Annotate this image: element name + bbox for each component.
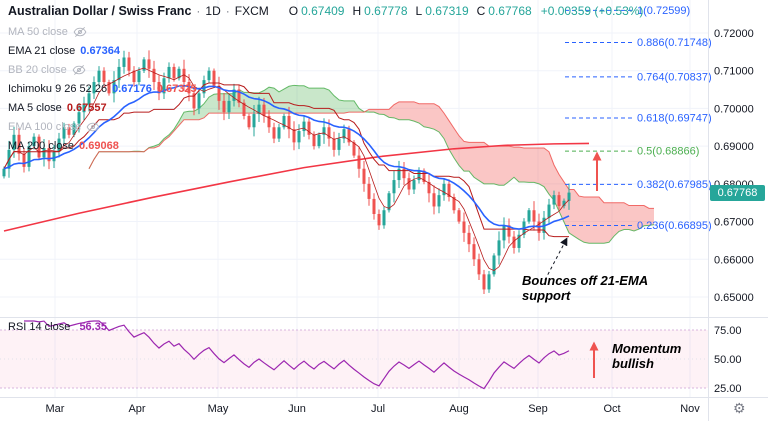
support-pointer-arrow[interactable] bbox=[544, 237, 568, 281]
legend-value: 0.67364 bbox=[80, 44, 121, 57]
high-label: H bbox=[352, 4, 362, 18]
fib-level-label: 0.382(0.67985) bbox=[637, 179, 712, 191]
momentum-annotation-line2: bullish bbox=[612, 355, 654, 371]
time-axis-label: Nov bbox=[680, 403, 700, 415]
legend-value: 0.67557 bbox=[66, 101, 107, 114]
legend-value: 0.67325 bbox=[156, 82, 197, 95]
exchange-label: FXCM bbox=[234, 4, 269, 18]
support-annotation-line1: Bounces off 21-EMA bbox=[522, 273, 649, 288]
time-axis-label: Oct bbox=[603, 403, 620, 415]
last-price-badge: 0.67768 bbox=[710, 184, 765, 201]
price-change: +0.00359 (+0.53%) bbox=[540, 4, 644, 18]
price-axis-label: 0.67000 bbox=[714, 217, 754, 229]
legend-row[interactable]: Ichimoku 9 26 52 26 0.67176 0.67325 bbox=[8, 79, 197, 98]
indicator-legend: MA 50 close EMA 21 close 0.67364 BB 20 clos… bbox=[8, 22, 197, 155]
rsi-axis-label: 75.00 bbox=[714, 325, 742, 337]
fib-level-label: 0.618(0.69747) bbox=[637, 112, 712, 124]
rsi-legend-label: RSI 14 close bbox=[8, 321, 71, 333]
low-label: L bbox=[415, 4, 423, 18]
time-axis-label: Jun bbox=[288, 403, 306, 415]
price-axis-label: 0.69000 bbox=[714, 141, 754, 153]
legend-label: EMA 100 close bbox=[8, 120, 82, 133]
legend-row[interactable]: EMA 100 close bbox=[8, 117, 197, 136]
time-axis-label: Jul bbox=[371, 403, 385, 415]
eye-off-icon[interactable] bbox=[72, 63, 86, 77]
eye-off-icon[interactable] bbox=[73, 25, 87, 39]
ma5-line bbox=[3, 67, 570, 272]
rsi-band bbox=[0, 329, 708, 389]
price-axis-label: 0.71000 bbox=[714, 66, 754, 78]
timeframe-selector[interactable]: 1D bbox=[205, 4, 221, 18]
open-value: 0.67409 bbox=[301, 4, 345, 18]
price-axis-label: 0.66000 bbox=[714, 254, 754, 266]
legend-label: Ichimoku 9 26 52 26 bbox=[8, 82, 108, 95]
legend-label: EMA 21 close bbox=[8, 44, 76, 57]
price-axis[interactable]: 0.720000.710000.700000.690000.680000.670… bbox=[714, 28, 754, 395]
legend-label: MA 200 close bbox=[8, 139, 75, 152]
fib-level-label: 0.886(0.71748) bbox=[637, 37, 712, 49]
time-axis-label: Sep bbox=[528, 403, 548, 415]
support-annotation[interactable]: Bounces off 21-EMA support bbox=[522, 273, 649, 303]
rsi-axis-label: 50.00 bbox=[714, 354, 742, 366]
settings-gear-icon[interactable]: ⚙ bbox=[733, 400, 746, 416]
price-axis-label: 0.72000 bbox=[714, 28, 754, 40]
high-value: 0.67778 bbox=[364, 4, 408, 18]
legend-row[interactable]: BB 20 close bbox=[8, 60, 197, 79]
legend-row[interactable]: MA 5 close 0.67557 bbox=[8, 98, 197, 117]
rsi-legend-value: 56.35 bbox=[79, 321, 107, 333]
momentum-annotation[interactable]: Momentum bullish bbox=[612, 341, 682, 371]
time-axis-label: Mar bbox=[46, 403, 65, 415]
fib-level-label: 1(0.72599) bbox=[637, 5, 690, 17]
legend-label: MA 50 close bbox=[8, 25, 68, 38]
fib-level-label: 0.764(0.70837) bbox=[637, 71, 712, 83]
eye-off-icon[interactable] bbox=[86, 120, 100, 134]
support-annotation-line2: support bbox=[522, 287, 571, 303]
legend-row[interactable]: MA 50 close bbox=[8, 22, 197, 41]
fib-level-label: 0.5(0.68866) bbox=[637, 146, 699, 158]
rsi-legend[interactable]: RSI 14 close 56.35 bbox=[8, 321, 107, 333]
rsi-line bbox=[24, 320, 570, 390]
open-label: O bbox=[288, 4, 299, 18]
momentum-annotation-line1: Momentum bbox=[612, 341, 682, 356]
fib-level-label: 0.236(0.66895) bbox=[637, 220, 712, 232]
legend-label: BB 20 close bbox=[8, 63, 67, 76]
legend-value: 0.67176 bbox=[112, 82, 152, 95]
rsi-axis-label: 25.00 bbox=[714, 383, 742, 395]
price-axis-label: 0.70000 bbox=[714, 103, 754, 115]
time-axis-label: May bbox=[208, 403, 229, 415]
header-separator: · bbox=[196, 4, 201, 18]
candles bbox=[2, 50, 571, 294]
legend-row[interactable]: MA 200 close 0.69068 bbox=[8, 136, 197, 155]
ichimoku-cloud bbox=[88, 84, 655, 244]
header-separator: · bbox=[225, 4, 230, 18]
low-value: 0.67319 bbox=[425, 4, 469, 18]
legend-value: 0.69068 bbox=[79, 139, 119, 152]
time-axis-label: Aug bbox=[449, 403, 469, 415]
legend-label: MA 5 close bbox=[8, 101, 62, 114]
close-value: 0.67768 bbox=[488, 4, 532, 18]
fib-retracement[interactable]: 1(0.72599) 0.886(0.71748) 0.764(0.70837) 0.… bbox=[565, 5, 712, 232]
legend-row[interactable]: EMA 21 close 0.67364 bbox=[8, 41, 197, 60]
symbol-title[interactable]: Australian Dollar / Swiss Franc bbox=[8, 4, 192, 18]
time-axis[interactable]: Mar Apr May Jun Jul Aug Sep Oct Nov bbox=[46, 403, 701, 415]
chart-header: Australian Dollar / Swiss Franc · 1D · F… bbox=[8, 4, 643, 18]
price-axis-label: 0.65000 bbox=[714, 292, 754, 304]
gridlines bbox=[0, 0, 708, 397]
close-label: C bbox=[476, 4, 486, 18]
ma200-line bbox=[3, 142, 590, 232]
ohlc-readout: O 0.67409 H 0.67778 L 0.67319 C 0.67768 bbox=[284, 4, 532, 18]
time-axis-label: Apr bbox=[128, 403, 145, 415]
